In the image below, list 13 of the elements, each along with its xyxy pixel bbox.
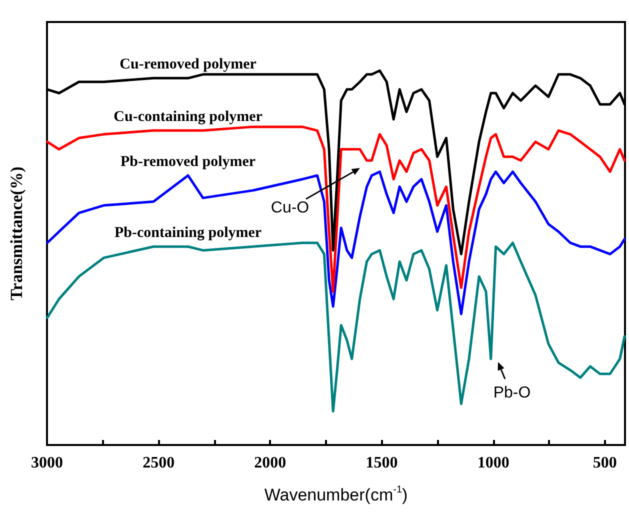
series-label: Cu-removed polymer — [120, 56, 257, 73]
x-tick-label: 1000 — [477, 454, 510, 472]
series-label: Pb-containing polymer — [114, 225, 262, 242]
x-tick-label: 500 — [592, 454, 617, 472]
x-tick-label: 2000 — [254, 454, 286, 472]
series-label: Cu-containing polymer — [114, 109, 263, 126]
y-axis-title: Transmittance(%) — [7, 166, 26, 300]
annotation: Cu-O — [270, 200, 310, 216]
x-tick-label: 3000 — [31, 454, 63, 472]
annotation: Pb-O — [493, 384, 531, 402]
x-tick-label: 2500 — [142, 454, 175, 472]
x-tick-label: 1500 — [366, 454, 398, 472]
series-label: Pb-removed polymer — [120, 154, 256, 170]
